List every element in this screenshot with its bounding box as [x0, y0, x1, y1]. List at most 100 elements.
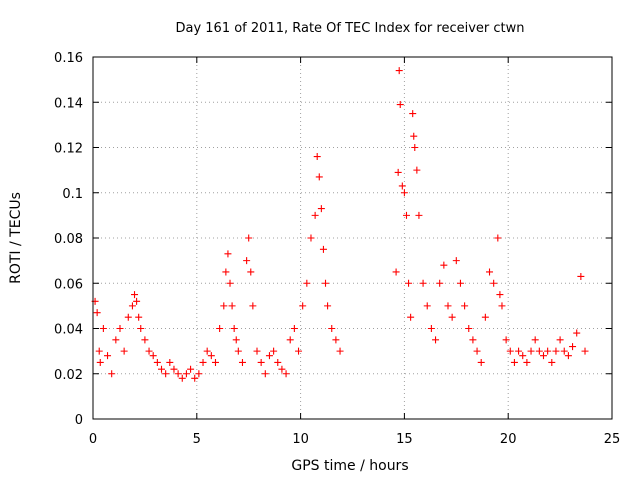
- data-point: [394, 168, 402, 176]
- data-point: [473, 347, 481, 355]
- data-point: [432, 336, 440, 344]
- data-point: [170, 365, 178, 373]
- data-point: [465, 325, 473, 332]
- data-point: [99, 325, 107, 332]
- data-point: [149, 352, 157, 360]
- data-point: [560, 347, 568, 355]
- data-point: [265, 352, 273, 360]
- data-point: [207, 352, 215, 360]
- data-point: [158, 365, 166, 373]
- data-point: [137, 325, 145, 332]
- data-point: [191, 374, 199, 382]
- data-point: [552, 347, 560, 355]
- data-point: [112, 336, 120, 344]
- data-point: [444, 302, 452, 310]
- data-point: [486, 268, 494, 276]
- plot-frame: [92, 56, 613, 420]
- data-points: [91, 67, 589, 382]
- data-point: [228, 302, 236, 310]
- data-point: [315, 173, 323, 181]
- data-point: [405, 279, 413, 287]
- data-point: [290, 325, 298, 332]
- data-point: [203, 347, 211, 355]
- y-tick-label: 0.08: [54, 232, 83, 247]
- data-point: [96, 358, 104, 366]
- data-point: [249, 302, 257, 310]
- data-point: [247, 268, 255, 276]
- data-point: [556, 336, 564, 344]
- data-point: [295, 347, 303, 355]
- data-point: [411, 144, 419, 151]
- data-point: [104, 352, 112, 360]
- x-tick-label: 20: [500, 432, 517, 447]
- data-point: [490, 279, 498, 287]
- data-point: [307, 234, 315, 242]
- data-point: [108, 370, 116, 378]
- y-tick-label: 0.12: [54, 142, 83, 157]
- data-point: [145, 347, 153, 355]
- axis-ticks: [92, 56, 613, 420]
- data-point: [494, 234, 502, 242]
- data-point: [515, 347, 523, 355]
- data-point: [423, 302, 431, 310]
- y-tick-label: 0: [75, 413, 83, 428]
- data-point: [224, 250, 232, 258]
- data-point: [128, 302, 136, 310]
- data-point: [506, 347, 514, 355]
- data-point: [261, 370, 269, 378]
- data-point: [400, 189, 408, 197]
- data-point: [581, 347, 589, 355]
- data-point: [245, 234, 253, 242]
- data-point: [419, 279, 427, 287]
- data-point: [131, 291, 139, 299]
- data-point: [243, 257, 251, 265]
- data-point: [253, 347, 261, 355]
- data-point: [311, 211, 319, 219]
- data-point: [222, 268, 230, 276]
- chart-title: Day 161 of 2011, Rate Of TEC Index for r…: [175, 21, 524, 36]
- data-point: [469, 336, 477, 344]
- data-point: [162, 370, 170, 378]
- y-tick-labels: 0 0.02 0.04 0.06 0.08 0.1 0.12 0.14 0.16: [54, 51, 83, 428]
- data-point: [238, 358, 246, 366]
- data-point: [135, 313, 143, 321]
- grid-lines: [93, 57, 612, 419]
- data-point: [328, 325, 336, 332]
- data-point: [299, 302, 307, 310]
- data-point: [313, 153, 321, 161]
- data-point: [319, 245, 327, 253]
- data-point: [226, 279, 234, 287]
- data-point: [324, 302, 332, 310]
- x-tick-label: 10: [292, 432, 309, 447]
- data-point: [410, 132, 418, 140]
- data-point: [544, 347, 552, 355]
- data-point: [452, 257, 460, 265]
- data-point: [187, 365, 195, 373]
- data-point: [174, 370, 182, 378]
- data-point: [278, 365, 286, 373]
- data-point: [577, 272, 585, 280]
- data-point: [124, 313, 132, 321]
- data-point: [456, 279, 464, 287]
- data-point: [569, 343, 577, 351]
- x-tick-labels: 0 5 10 15 20 25: [89, 432, 620, 447]
- data-point: [120, 347, 128, 355]
- data-point: [510, 358, 518, 366]
- data-point: [220, 302, 228, 310]
- data-point: [392, 268, 400, 276]
- data-point: [95, 347, 103, 355]
- data-point: [396, 101, 404, 109]
- data-point: [402, 211, 410, 219]
- data-point: [178, 374, 186, 382]
- x-tick-label: 5: [193, 432, 201, 447]
- data-point: [395, 67, 403, 75]
- data-point: [427, 325, 435, 332]
- data-point: [407, 313, 415, 321]
- data-point: [531, 336, 539, 344]
- data-point: [413, 166, 421, 174]
- y-tick-label: 0.16: [54, 51, 83, 66]
- data-point: [519, 352, 527, 360]
- y-tick-label: 0.06: [54, 277, 83, 292]
- data-point: [303, 279, 311, 287]
- data-point: [282, 370, 290, 378]
